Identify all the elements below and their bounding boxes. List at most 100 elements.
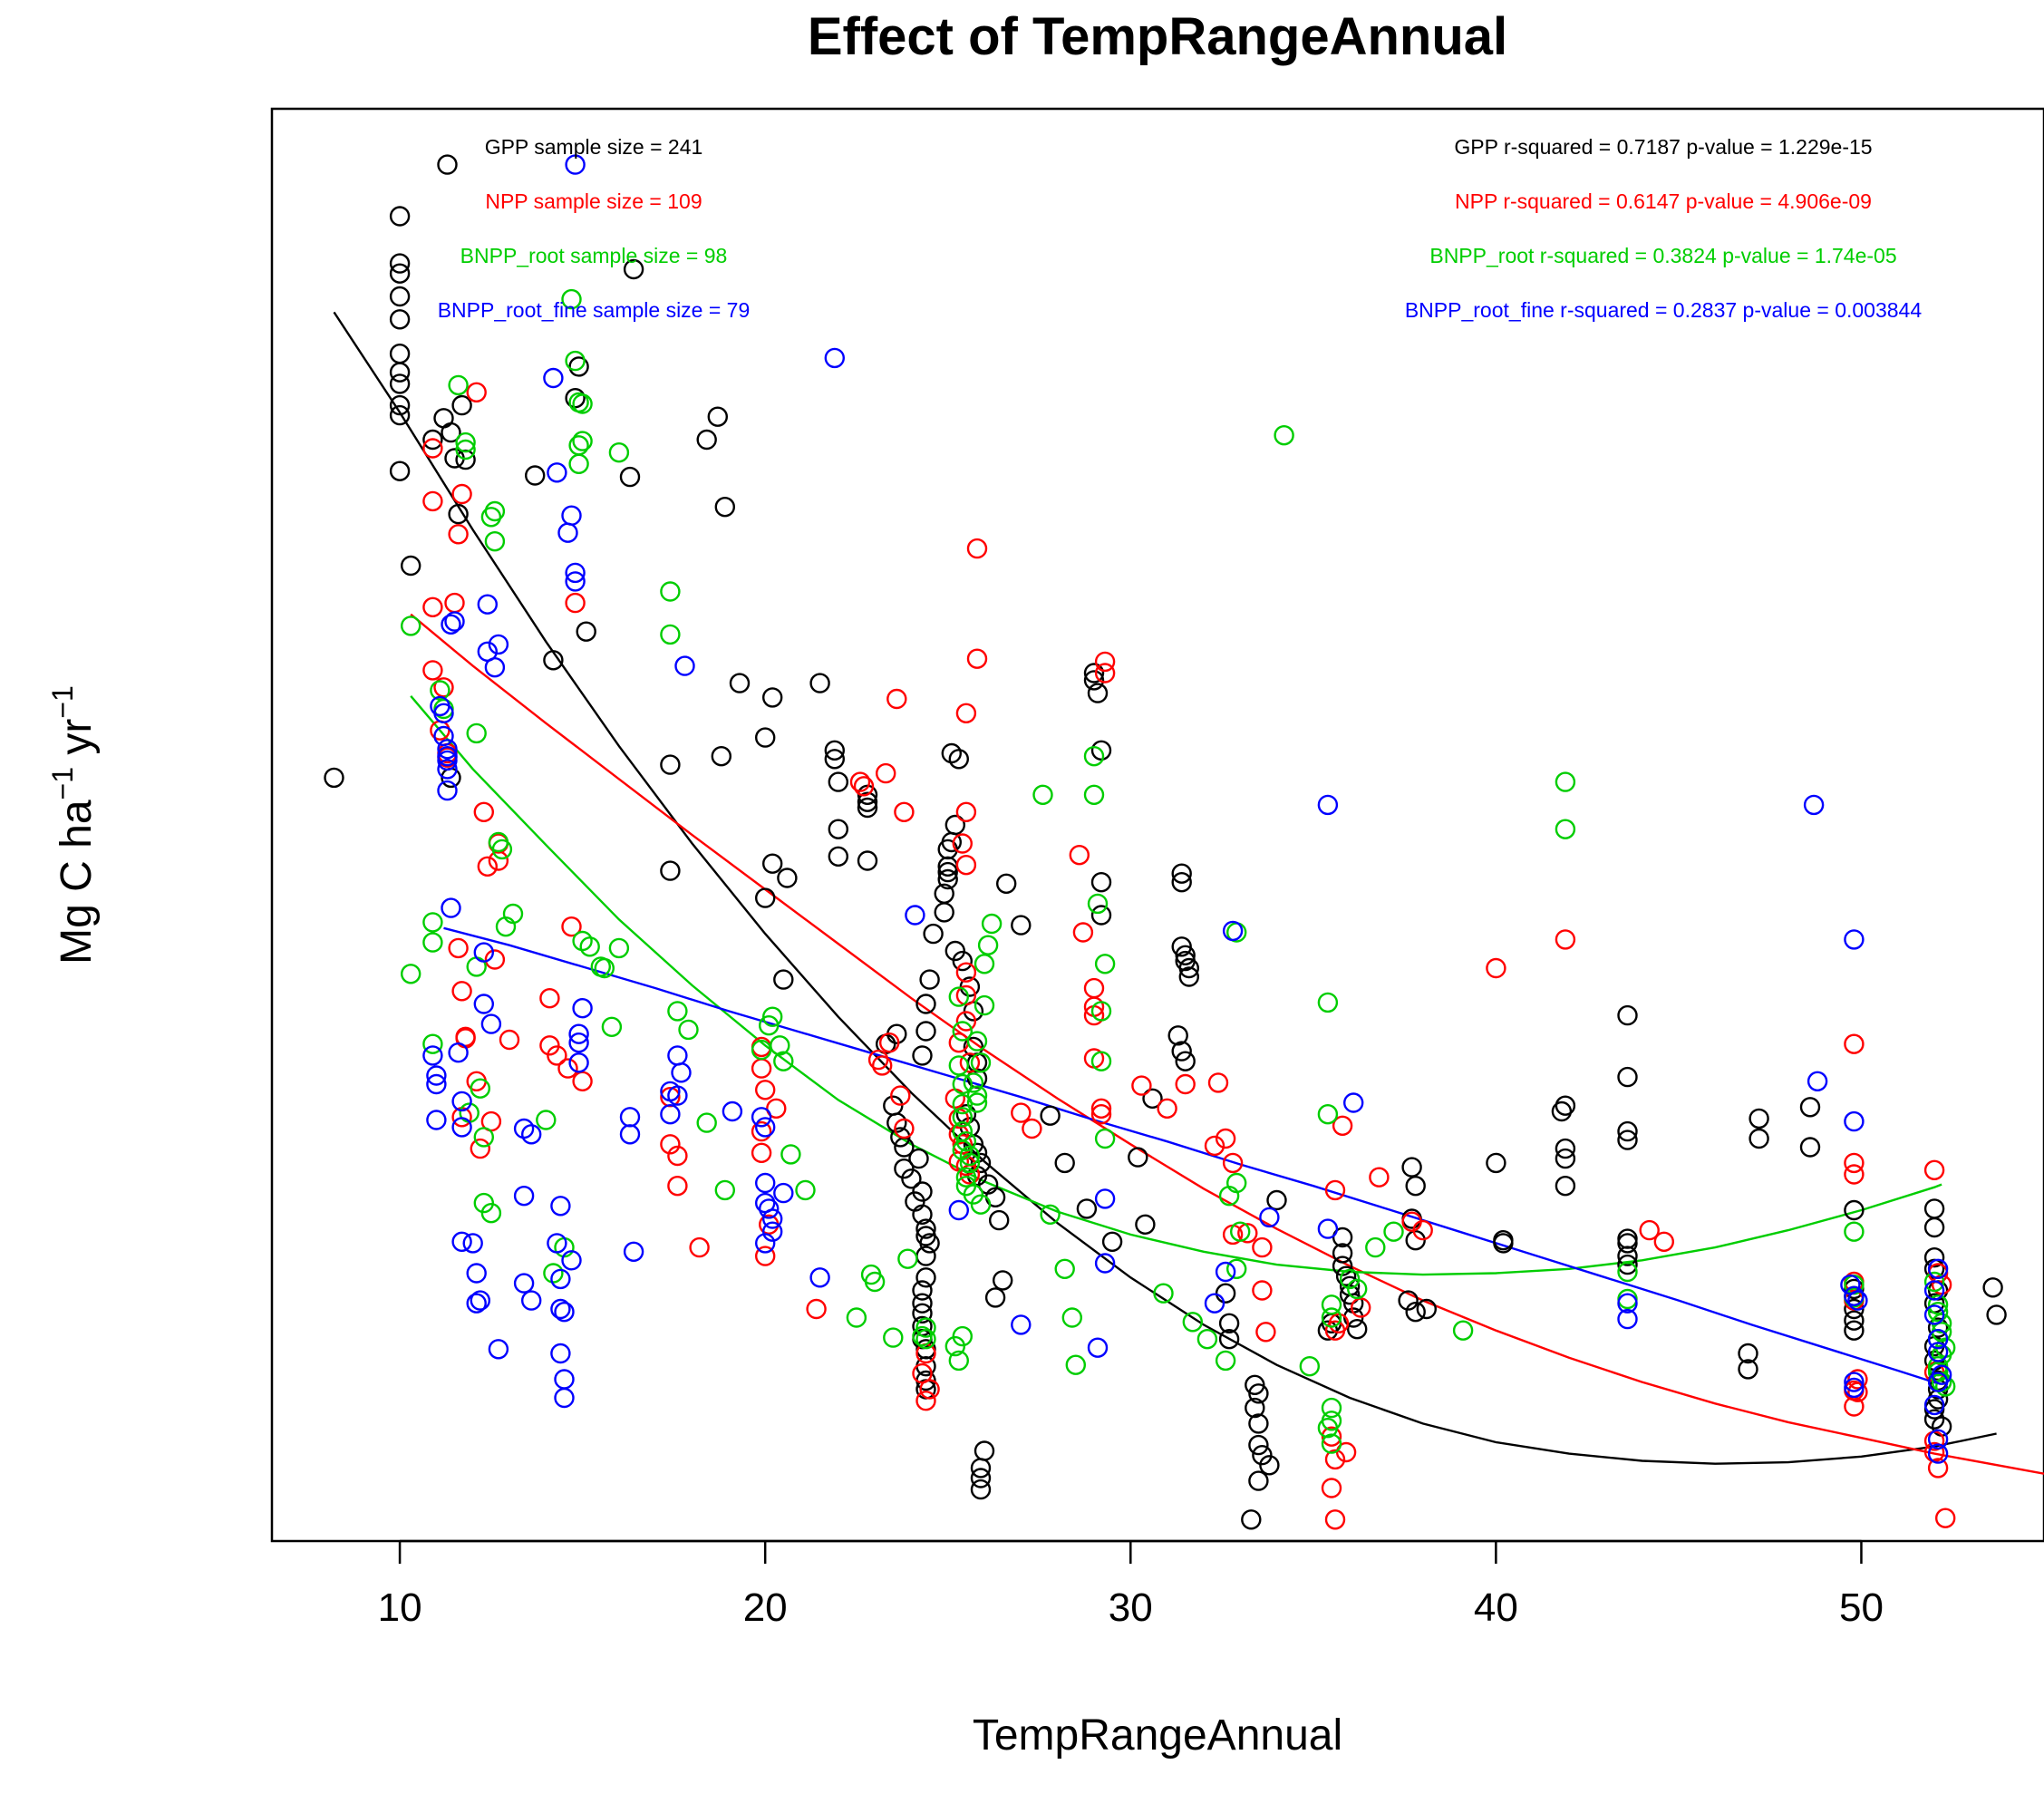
bnpp-root-fine-point [762, 1221, 783, 1242]
gpp-point [1171, 872, 1192, 893]
npp-point [572, 1071, 593, 1092]
npp-point [422, 596, 443, 617]
gpp-point [729, 673, 751, 693]
gpp-point [1617, 1129, 1638, 1150]
gpp-point [696, 429, 717, 451]
bnpp-root-point [1196, 1328, 1218, 1350]
gpp-point [1617, 1066, 1638, 1088]
gpp-point [1171, 1041, 1192, 1062]
gpp-point [1248, 1434, 1269, 1456]
gpp-point [1178, 966, 1200, 987]
bnpp-root-point [579, 936, 600, 957]
bnpp-root-point [780, 1144, 801, 1165]
bnpp-root-fine-point [437, 739, 458, 760]
npp-point [1252, 1280, 1273, 1301]
npp-point [1369, 1167, 1390, 1188]
bnpp-root-fine-point [441, 897, 461, 918]
gpp-point [1142, 1088, 1163, 1110]
bnpp-root-fine-point [426, 1110, 447, 1130]
bnpp-root-point [448, 374, 469, 396]
bnpp-root-point [660, 624, 681, 645]
gpp-point [1555, 1175, 1576, 1197]
gpp-point [1090, 872, 1112, 893]
gpp-point [773, 969, 794, 990]
gpp-point [1555, 1095, 1576, 1116]
gpp-point [576, 621, 596, 642]
gpp-point [1087, 683, 1109, 703]
bnpp-root-point [1317, 1103, 1339, 1125]
bnpp-root-point [948, 1055, 970, 1076]
gpp-point [1346, 1318, 1368, 1340]
npp-point [1321, 1478, 1342, 1498]
bnpp-root-point [667, 1001, 688, 1022]
npp-point [1555, 929, 1576, 950]
bnpp-root-fine-point [1222, 920, 1244, 942]
npp-point [1204, 1135, 1225, 1157]
bnpp-root-fine-point [554, 1369, 575, 1390]
bnpp-root-point [565, 350, 586, 372]
bnpp-root-point [1365, 1236, 1386, 1258]
bnpp-root-point [952, 1107, 974, 1128]
bnpp-root-point [1094, 1128, 1116, 1149]
bnpp-root-point [952, 1021, 974, 1042]
npp-point [1332, 1115, 1353, 1137]
gpp-point [1405, 1175, 1426, 1197]
gpp-point [1555, 1148, 1576, 1169]
bnpp-root-point [480, 507, 502, 528]
bnpp-root-fine-point [751, 1107, 772, 1128]
gpp-point [1167, 1025, 1188, 1046]
gpp-point [762, 853, 783, 874]
gpp-point [1844, 1199, 1865, 1221]
npp-point [1094, 663, 1116, 684]
npp-point [1328, 1313, 1350, 1334]
bnpp-root-point [966, 1085, 988, 1106]
gpp-point [919, 1233, 940, 1254]
fit-stats-annotation: GPP r-squared = 0.7187 p-value = 1.229e-… [1454, 135, 1872, 159]
npp-point [955, 855, 977, 876]
bnpp-root-point [1317, 992, 1339, 1013]
sample-size-annotation: NPP sample size = 109 [485, 189, 702, 213]
bnpp-root-fine-point [441, 614, 461, 635]
bnpp-root-point [422, 932, 443, 953]
gpp-point [389, 344, 411, 364]
bnpp-root-fine-point [521, 1290, 542, 1311]
gpp-point [1332, 1226, 1353, 1248]
npp-point [1222, 1152, 1244, 1174]
npp-point [952, 833, 974, 854]
npp-point [451, 981, 472, 1002]
bnpp-root-fine-point [437, 759, 458, 780]
bnpp-root-fine-point [473, 994, 494, 1014]
bnpp-root-fine-point [1317, 1218, 1339, 1239]
npp-point [955, 1011, 977, 1032]
bnpp-root-fine-point [488, 1339, 509, 1360]
npp-point [1069, 845, 1090, 866]
npp-point [879, 1032, 900, 1053]
gpp-point [451, 394, 472, 416]
bnpp-root-fine-point [473, 942, 494, 963]
sample-size-annotation: GPP sample size = 241 [485, 135, 703, 159]
bnpp-root-fine-point [466, 1263, 487, 1284]
x-tick-label: 10 [378, 1585, 422, 1630]
bnpp-root-fine-point [543, 367, 564, 389]
gpp-point [937, 868, 958, 890]
npp-point [1131, 1075, 1152, 1096]
gpp-point [755, 727, 776, 748]
bnpp-root-point [601, 1016, 623, 1038]
gpp-point [1416, 1298, 1438, 1320]
npp-point [539, 1035, 560, 1056]
npp-point [1927, 1458, 1949, 1479]
bnpp-root-fine-point [451, 1117, 472, 1138]
npp-point [966, 648, 988, 669]
gpp-point [1241, 1509, 1262, 1530]
npp-point [1653, 1231, 1675, 1253]
npp-point [1011, 1102, 1032, 1123]
y-axis-label-mid: yr [53, 719, 101, 767]
gpp-point [1128, 1147, 1148, 1168]
gpp-point [1799, 1137, 1821, 1158]
bnpp-root-fine-point [759, 1198, 780, 1219]
bnpp-root-fine-point [1844, 929, 1865, 950]
bnpp-root-fine-point [444, 611, 465, 632]
bnpp-root-point [401, 964, 421, 984]
gpp-point [1178, 957, 1200, 979]
x-axis: 10 20 30 40 50 [378, 1539, 1884, 1630]
